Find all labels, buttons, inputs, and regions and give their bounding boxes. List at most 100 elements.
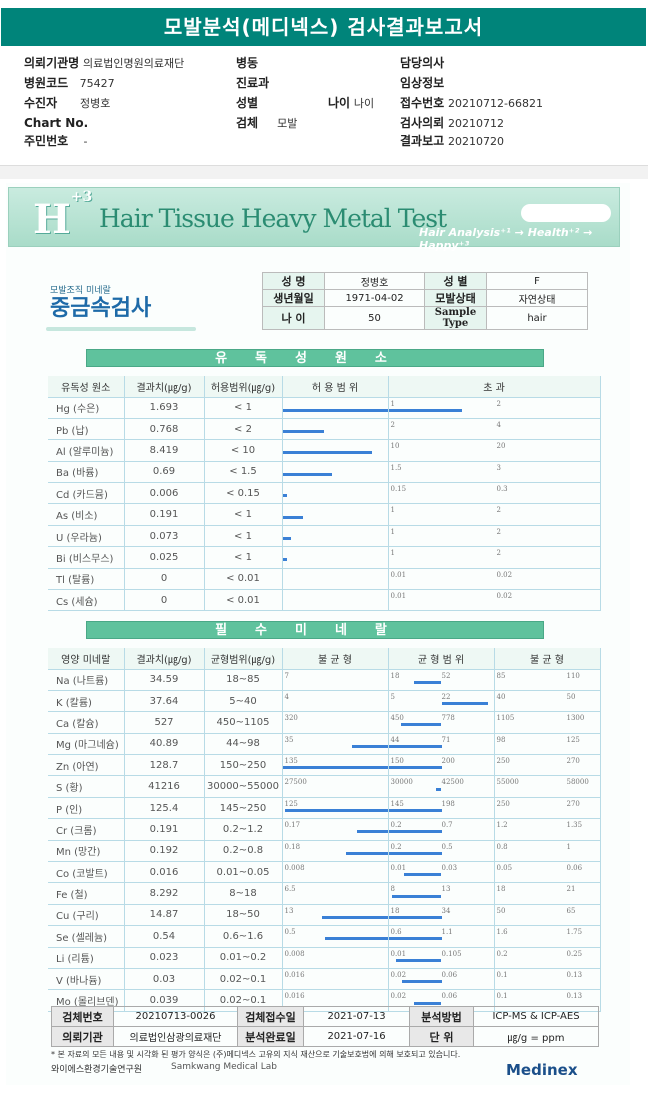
ess-tick-4: 270: [566, 757, 580, 766]
copyright-note: * 본 자료의 모든 내용 및 시각화 된 평가 양식은 (주)메디넥스 고유의…: [51, 1050, 461, 1059]
toxic-exceed-cell: 1.5 3: [388, 461, 601, 484]
ess-tick-0: 4: [284, 692, 289, 701]
ess-mid-cell: 0.6 1.1: [388, 925, 495, 948]
ess-tick-0: 0.016: [284, 992, 305, 1001]
ess-value: 0.192: [124, 840, 205, 863]
ess-high-cell: 1.2 1.35: [494, 818, 601, 841]
essential-row: Se (셀레늄) 0.54 0.6~1.6 0.5 0.6 1.1 1.6 1.75: [48, 925, 601, 948]
ess-high-cell: 250 270: [494, 797, 601, 820]
ess-range: 8~18: [204, 882, 283, 905]
ess-tick-0: 0.18: [284, 842, 301, 851]
ess-tick-4: 0.13: [566, 992, 583, 1001]
ess-bar: [324, 937, 387, 941]
age-value: 나이: [353, 97, 375, 110]
toxic-range: < 0.15: [204, 482, 283, 505]
toxic-value: 0.025: [124, 546, 205, 569]
ess-low-cell: 0.008: [282, 947, 389, 969]
ess-tick-3: 1105: [496, 714, 515, 723]
brand-small-text: 모발조직 미네랄: [50, 286, 111, 296]
ess-tick-0: 0.5: [284, 928, 296, 937]
ess-tick-3: 40: [496, 692, 506, 701]
ess-value: 14.87: [124, 904, 205, 927]
ess-h0: 영양 미네랄: [48, 648, 125, 670]
ess-value: 41216: [124, 775, 205, 798]
ess-name: Se (셀레늄): [48, 925, 125, 948]
ess-bar: [391, 894, 442, 898]
ess-bar: [401, 980, 442, 984]
ess-value: 40.89: [124, 733, 205, 756]
specimen-label: 검체: [236, 116, 259, 130]
ess-bar: [388, 937, 442, 941]
ess-bar: [346, 851, 387, 855]
brand-big-text: 중금속검사: [50, 296, 152, 321]
ess-mid-cell: 18 52: [388, 669, 495, 691]
toxic-tick-1: 1: [390, 549, 395, 558]
ess-low-cell: 0.008: [282, 861, 389, 884]
ess-name: Mn (망간): [48, 840, 125, 863]
ess-name: K (칼륨): [48, 690, 125, 713]
ess-tick-2: 0.03: [441, 864, 458, 873]
ess-range: 0.2~0.8: [204, 840, 283, 863]
toxic-name: Bi (비스무스): [48, 546, 125, 569]
ess-tick-3: 0.1: [496, 970, 508, 979]
ess-tick-4: 125: [566, 735, 580, 744]
completed-value: 2021-07-16: [303, 1026, 410, 1047]
org-value: 의료법인삼광의료재단: [113, 1026, 238, 1047]
toxic-range: < 0.01: [204, 568, 283, 591]
toxic-value: 0.191: [124, 503, 205, 526]
toxic-allow-cell: [282, 546, 389, 569]
toxic-range: < 1.5: [204, 461, 283, 484]
toxic-allow-cell: [282, 439, 389, 462]
essential-row: P (인) 125.4 145~250 125 145 198 250 270: [48, 797, 601, 820]
toxic-value: 0.69: [124, 461, 205, 484]
toxic-range: < 1: [204, 397, 283, 419]
hospital-code-value: 75427: [79, 77, 115, 90]
toxic-value: 0: [124, 568, 205, 591]
ess-tick-3: 50: [496, 906, 506, 915]
ess-tick-0: 7: [284, 671, 289, 680]
ess-name: P (인): [48, 797, 125, 820]
ess-low-cell: 7: [282, 669, 389, 691]
ess-bar: [395, 958, 442, 962]
ess-name: Zn (아연): [48, 754, 125, 777]
essential-row: Cu (구리) 14.87 18~50 13 18 34 50 65: [48, 904, 601, 927]
ess-range: 0.02~0.1: [204, 968, 283, 991]
toxic-allow-cell: [282, 589, 389, 612]
toxic-tick-1: 0.15: [390, 485, 407, 494]
ess-tick-1: 8: [390, 885, 395, 894]
ess-high-cell: 0.1 0.13: [494, 968, 601, 991]
ess-high-cell: 98 125: [494, 733, 601, 756]
ess-tick-0: 0.016: [284, 970, 305, 979]
ess-tick-2: 42500: [441, 778, 464, 787]
toxic-name: Tl (탈륨): [48, 568, 125, 591]
ess-mid-cell: 18 34: [388, 904, 495, 927]
report-date-label: 결과보고: [400, 134, 445, 148]
ess-range: 0.01~0.05: [204, 861, 283, 884]
request-label: 검사의뢰: [400, 116, 445, 130]
org-label: 의뢰기관: [51, 1026, 114, 1047]
toxic-tick-1: 1: [390, 506, 395, 515]
institution-label: 의뢰기관명: [24, 56, 80, 70]
toxic-value: 0.073: [124, 525, 205, 548]
essential-row: S (황) 41216 30000~55000 27500 30000 42500 5500…: [48, 775, 601, 798]
essential-row: Na (나트륨) 34.59 18~85 7 18 52 85 110: [48, 669, 601, 691]
ess-bar: [404, 873, 442, 877]
ess-name: Na (나트륨): [48, 669, 125, 691]
test-no-label: 검체번호: [51, 1006, 114, 1027]
ess-tick-2: 34: [441, 906, 451, 915]
ess-range: 5~40: [204, 690, 283, 713]
ess-name: Ca (칼슘): [48, 711, 125, 734]
toxic-bar: [282, 558, 287, 562]
hospital-code-label: 병원코드: [24, 76, 69, 90]
toxic-tick-2: 2: [496, 506, 501, 515]
ess-bar: [356, 830, 387, 834]
patient-value: 정병호: [80, 97, 111, 110]
ess-name: Co (코발트): [48, 861, 125, 884]
banner-subtitle: Hair Analysis⁺¹ → Health⁺² → Happy⁺³: [419, 226, 593, 252]
ess-mid-cell: 0.01 0.105: [388, 947, 495, 969]
toxic-exceed-cell: 0.01 0.02: [388, 589, 601, 612]
toxic-tick-2: 2: [496, 527, 501, 536]
